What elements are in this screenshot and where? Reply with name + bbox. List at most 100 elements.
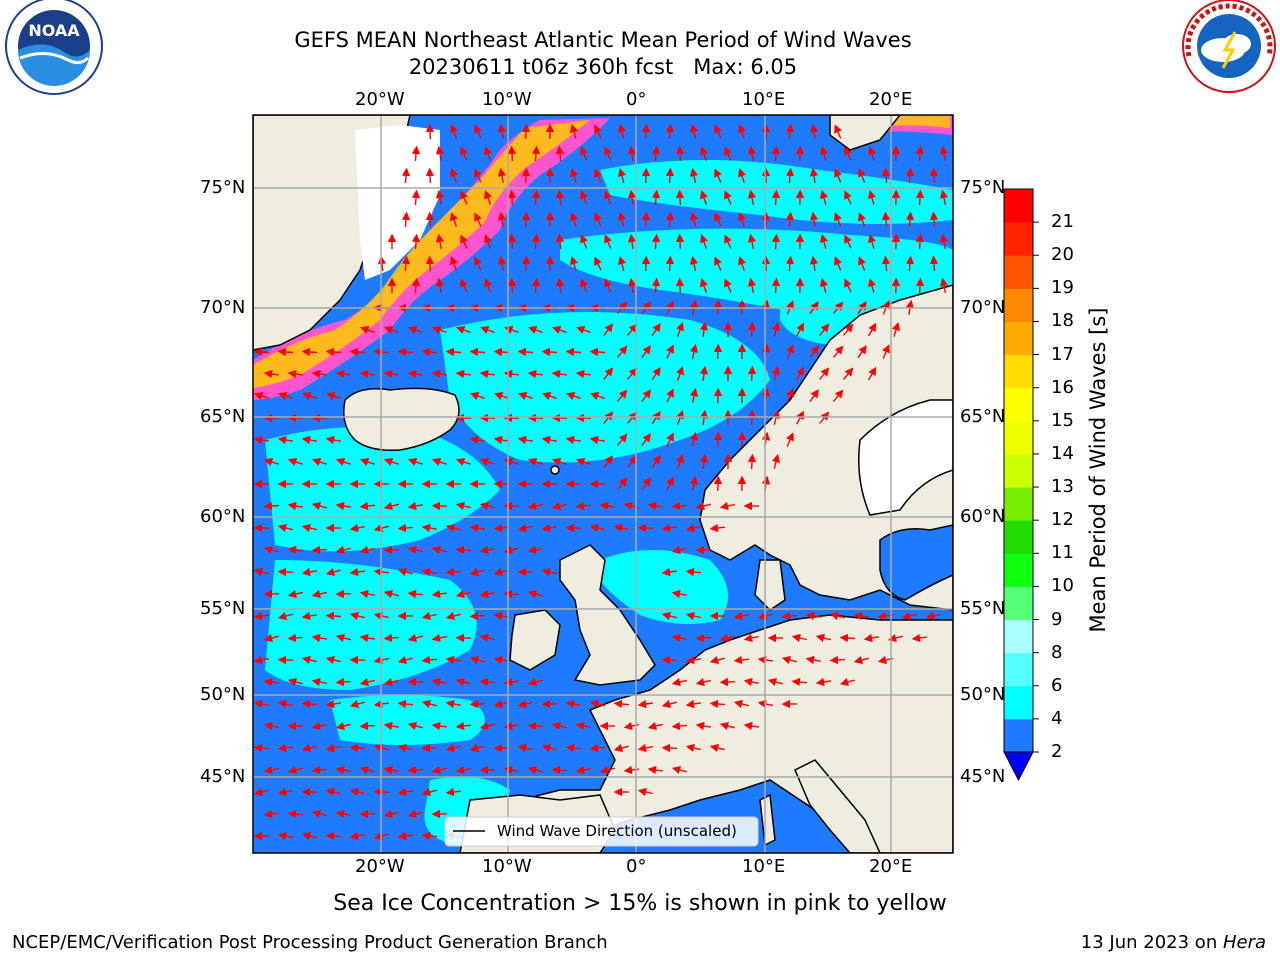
wave-direction-arrow (637, 523, 654, 533)
colorbar-bin (1004, 387, 1033, 422)
wave-direction-arrow (541, 435, 558, 445)
wave-direction-arrow (733, 655, 750, 665)
wave-direction-arrow (484, 146, 492, 161)
wave-direction-arrow (527, 501, 544, 511)
wave-direction-arrow (551, 369, 567, 379)
colorbar-tick-label: 16 (1051, 376, 1074, 398)
wave-direction-arrow (253, 787, 269, 797)
wave-direction-arrow (301, 699, 318, 709)
wave-direction-arrow (474, 256, 482, 271)
wave-direction-arrow (469, 435, 486, 445)
wave-direction-arrow (407, 633, 423, 643)
wave-direction-arrow (881, 255, 891, 272)
wave-direction-arrow (431, 765, 447, 775)
wave-direction-arrow (665, 211, 675, 228)
wave-direction-arrow (373, 347, 390, 357)
wave-direction-arrow (287, 765, 303, 775)
colorbar-tick-label: 13 (1051, 476, 1074, 498)
wave-direction-arrow (858, 168, 866, 183)
wave-direction-arrow (493, 655, 510, 665)
wave-direction-arrow (531, 277, 541, 294)
wave-direction-arrow (743, 677, 760, 687)
wave-direction-arrow (695, 721, 712, 731)
wave-direction-arrow (460, 234, 468, 249)
wave-direction-arrow (349, 831, 366, 841)
wave-direction-arrow (263, 633, 279, 643)
lat-label-55n-right: 55°N (960, 598, 1006, 619)
wave-direction-arrow (724, 234, 732, 249)
wave-direction-arrow (263, 501, 280, 511)
wave-direction-arrow (617, 211, 627, 227)
wave-direction-arrow (401, 167, 411, 184)
wave-direction-arrow (714, 212, 722, 227)
wave-direction-arrow (604, 234, 612, 249)
wave-direction-arrow (719, 677, 736, 687)
wave-direction-arrow (819, 189, 829, 205)
wave-direction-arrow (359, 457, 375, 466)
wave-direction-arrow (867, 366, 877, 381)
wave-direction-arrow (311, 677, 328, 687)
wave-direction-arrow (503, 589, 520, 599)
wave-direction-arrow (383, 589, 399, 599)
wave-direction-arrow (689, 255, 699, 271)
wave-direction-arrow (301, 567, 318, 577)
wave-direction-arrow (450, 212, 458, 227)
wave-direction-arrow (431, 677, 448, 687)
wave-direction-arrow (411, 145, 421, 162)
wave-direction-arrow (253, 435, 270, 445)
wave-direction-arrow (661, 655, 678, 665)
wave-direction-arrow (527, 545, 543, 555)
wave-direction-arrow (901, 611, 917, 621)
wave-direction-arrow (771, 409, 781, 425)
wave-direction-arrow (575, 369, 591, 379)
wave-direction-arrow (407, 589, 424, 599)
wave-direction-arrow (527, 369, 543, 379)
wave-direction-arrow (373, 655, 390, 665)
wave-direction-arrow (335, 721, 351, 731)
colorbar-label-text: Mean Period of Wind Waves [s] (1086, 307, 1110, 633)
gridlines (253, 115, 953, 853)
wave-direction-arrow (786, 344, 794, 359)
wave-direction-arrow (469, 743, 485, 753)
wave-direction-arrow (493, 743, 510, 753)
wave-direction-arrow (809, 167, 819, 184)
wave-direction-arrow (627, 145, 637, 161)
colorbar-tick-label: 14 (1051, 442, 1074, 464)
wave-direction-arrow (253, 347, 270, 357)
wave-direction-arrow (819, 145, 829, 161)
wave-direction-arrow (277, 655, 294, 665)
date-text: 13 Jun 2023 on (1080, 932, 1223, 953)
wave-direction-arrow (834, 168, 842, 183)
wave-direction-arrow (757, 655, 773, 665)
wave-direction-arrow (565, 743, 581, 753)
wave-direction-arrow (277, 787, 294, 797)
wave-direction-arrow (699, 409, 709, 425)
wave-direction-arrow (479, 677, 496, 687)
wave-direction-arrow (651, 367, 661, 381)
colorbar-tick-label: 19 (1051, 277, 1074, 299)
wave-direction-arrow (580, 146, 588, 161)
wave-direction-arrow (661, 523, 678, 533)
wave-direction-arrow (700, 234, 708, 249)
legend-label: Wind Wave Direction (unscaled) (497, 822, 737, 840)
wave-direction-arrow (809, 211, 819, 228)
wave-direction-arrow (479, 633, 495, 643)
wave-direction-arrow (700, 190, 708, 205)
wave-direction-arrow (431, 457, 447, 466)
wave-direction-arrow (450, 168, 458, 183)
wave-direction-arrow (613, 523, 629, 533)
wave-direction-arrow (832, 389, 844, 402)
wave-direction-arrow (641, 389, 652, 403)
wave-direction-arrow (407, 765, 424, 775)
wave-direction-arrow (507, 189, 517, 206)
wave-direction-arrow (450, 256, 458, 271)
wave-direction-arrow (771, 145, 781, 162)
wave-direction-arrow (484, 190, 492, 205)
wave-direction-arrow (675, 189, 685, 206)
wave-direction-arrow (411, 233, 421, 250)
wave-direction-arrow (666, 476, 674, 491)
wave-direction-arrow (939, 145, 949, 162)
wave-direction-arrow (527, 677, 543, 687)
wave-direction-arrow (685, 523, 701, 533)
wave-direction-arrow (843, 367, 854, 380)
